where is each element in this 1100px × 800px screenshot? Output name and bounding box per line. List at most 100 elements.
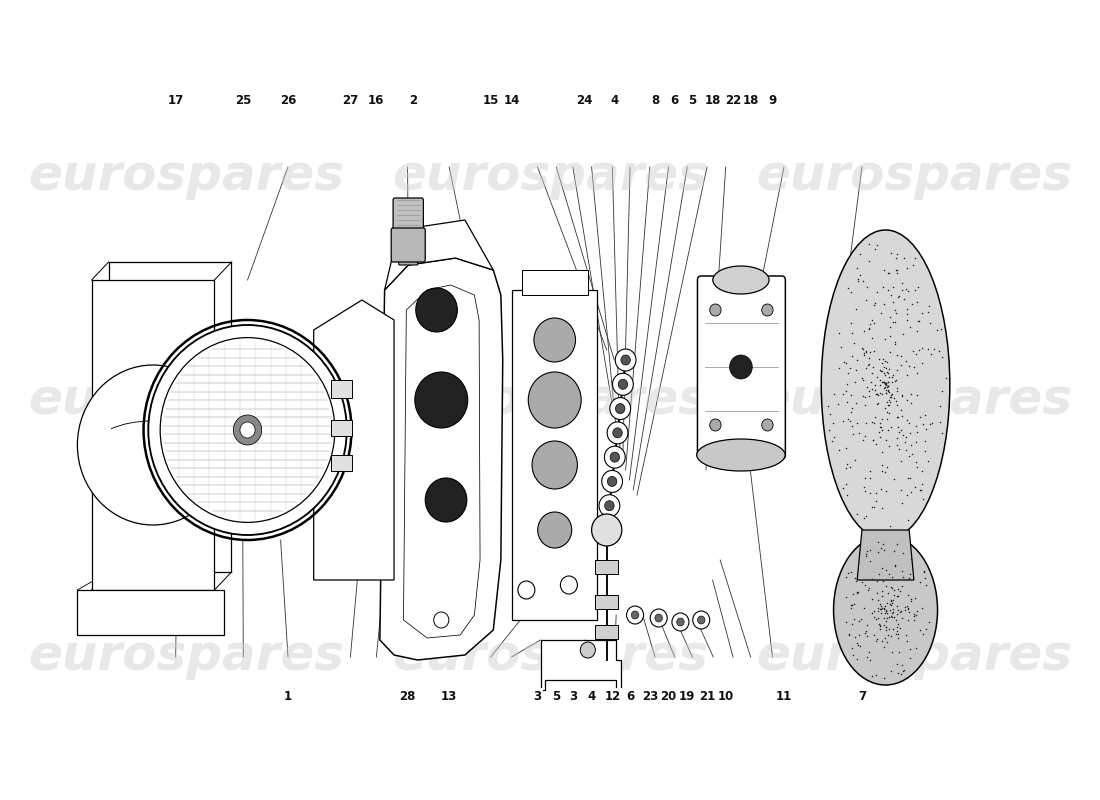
Point: [903, 447, 921, 460]
Ellipse shape: [834, 535, 937, 685]
Point: [879, 460, 896, 473]
Point: [880, 407, 898, 420]
Point: [880, 379, 898, 392]
Point: [908, 347, 925, 360]
Point: [874, 375, 892, 388]
Point: [900, 602, 917, 615]
Point: [877, 381, 894, 394]
Point: [911, 576, 928, 589]
Point: [838, 462, 856, 474]
Text: 19: 19: [679, 690, 695, 702]
Point: [906, 591, 924, 604]
Polygon shape: [540, 640, 620, 690]
Point: [892, 622, 910, 634]
Point: [871, 420, 889, 433]
Point: [901, 472, 918, 485]
Point: [874, 618, 892, 631]
Point: [862, 416, 880, 429]
Point: [886, 392, 903, 405]
Point: [848, 417, 866, 430]
Text: 7: 7: [858, 690, 866, 702]
Point: [882, 390, 900, 403]
Circle shape: [600, 494, 619, 517]
Point: [891, 645, 909, 658]
Point: [892, 604, 910, 617]
Point: [886, 589, 903, 602]
Point: [904, 361, 922, 374]
Point: [866, 299, 883, 312]
Point: [860, 646, 878, 659]
Text: 14: 14: [504, 94, 519, 106]
Point: [896, 601, 914, 614]
Point: [848, 354, 866, 366]
Point: [876, 466, 893, 478]
Point: [882, 247, 900, 260]
Point: [915, 565, 933, 578]
Point: [908, 609, 925, 622]
Point: [872, 603, 890, 616]
Point: [848, 636, 866, 649]
Point: [839, 282, 857, 294]
Point: [871, 431, 889, 444]
Point: [893, 612, 911, 625]
Point: [917, 422, 935, 435]
Point: [887, 614, 904, 626]
Point: [866, 242, 883, 255]
Point: [840, 362, 858, 374]
Point: [867, 410, 884, 423]
Point: [877, 631, 894, 644]
Point: [909, 461, 926, 474]
Point: [878, 596, 895, 609]
Point: [856, 398, 873, 411]
Point: [882, 289, 900, 302]
Point: [862, 367, 880, 380]
Point: [937, 371, 955, 384]
Point: [862, 592, 880, 605]
Text: 15: 15: [483, 94, 499, 106]
Point: [850, 629, 868, 642]
Point: [854, 374, 871, 386]
Point: [843, 602, 860, 614]
Point: [877, 354, 894, 367]
Point: [848, 652, 866, 665]
Point: [899, 394, 916, 406]
Point: [860, 322, 878, 334]
Point: [835, 356, 852, 369]
Point: [871, 364, 889, 377]
Point: [914, 342, 932, 355]
Text: 26: 26: [279, 94, 296, 106]
Point: [908, 296, 925, 309]
Circle shape: [426, 478, 466, 522]
Point: [861, 465, 879, 478]
Point: [865, 501, 882, 514]
Point: [856, 602, 873, 615]
Point: [843, 286, 860, 298]
Circle shape: [761, 419, 773, 431]
Circle shape: [604, 446, 625, 468]
Point: [848, 262, 866, 274]
Point: [905, 613, 923, 626]
Point: [872, 306, 890, 319]
Point: [906, 420, 924, 433]
Point: [849, 274, 867, 287]
Point: [882, 389, 900, 402]
Text: eurospares: eurospares: [29, 376, 344, 424]
Circle shape: [631, 611, 639, 619]
Point: [913, 465, 931, 478]
Point: [867, 668, 884, 681]
Point: [854, 576, 871, 589]
Point: [849, 272, 867, 285]
Point: [871, 620, 889, 633]
Point: [895, 252, 913, 265]
Point: [869, 594, 887, 606]
Point: [856, 626, 873, 639]
Text: 2: 2: [409, 94, 417, 106]
Point: [896, 355, 914, 368]
Point: [882, 396, 900, 409]
Point: [887, 316, 904, 329]
Point: [920, 342, 937, 355]
Point: [890, 604, 908, 617]
Point: [849, 638, 867, 651]
Point: [839, 412, 857, 425]
Point: [872, 413, 890, 426]
